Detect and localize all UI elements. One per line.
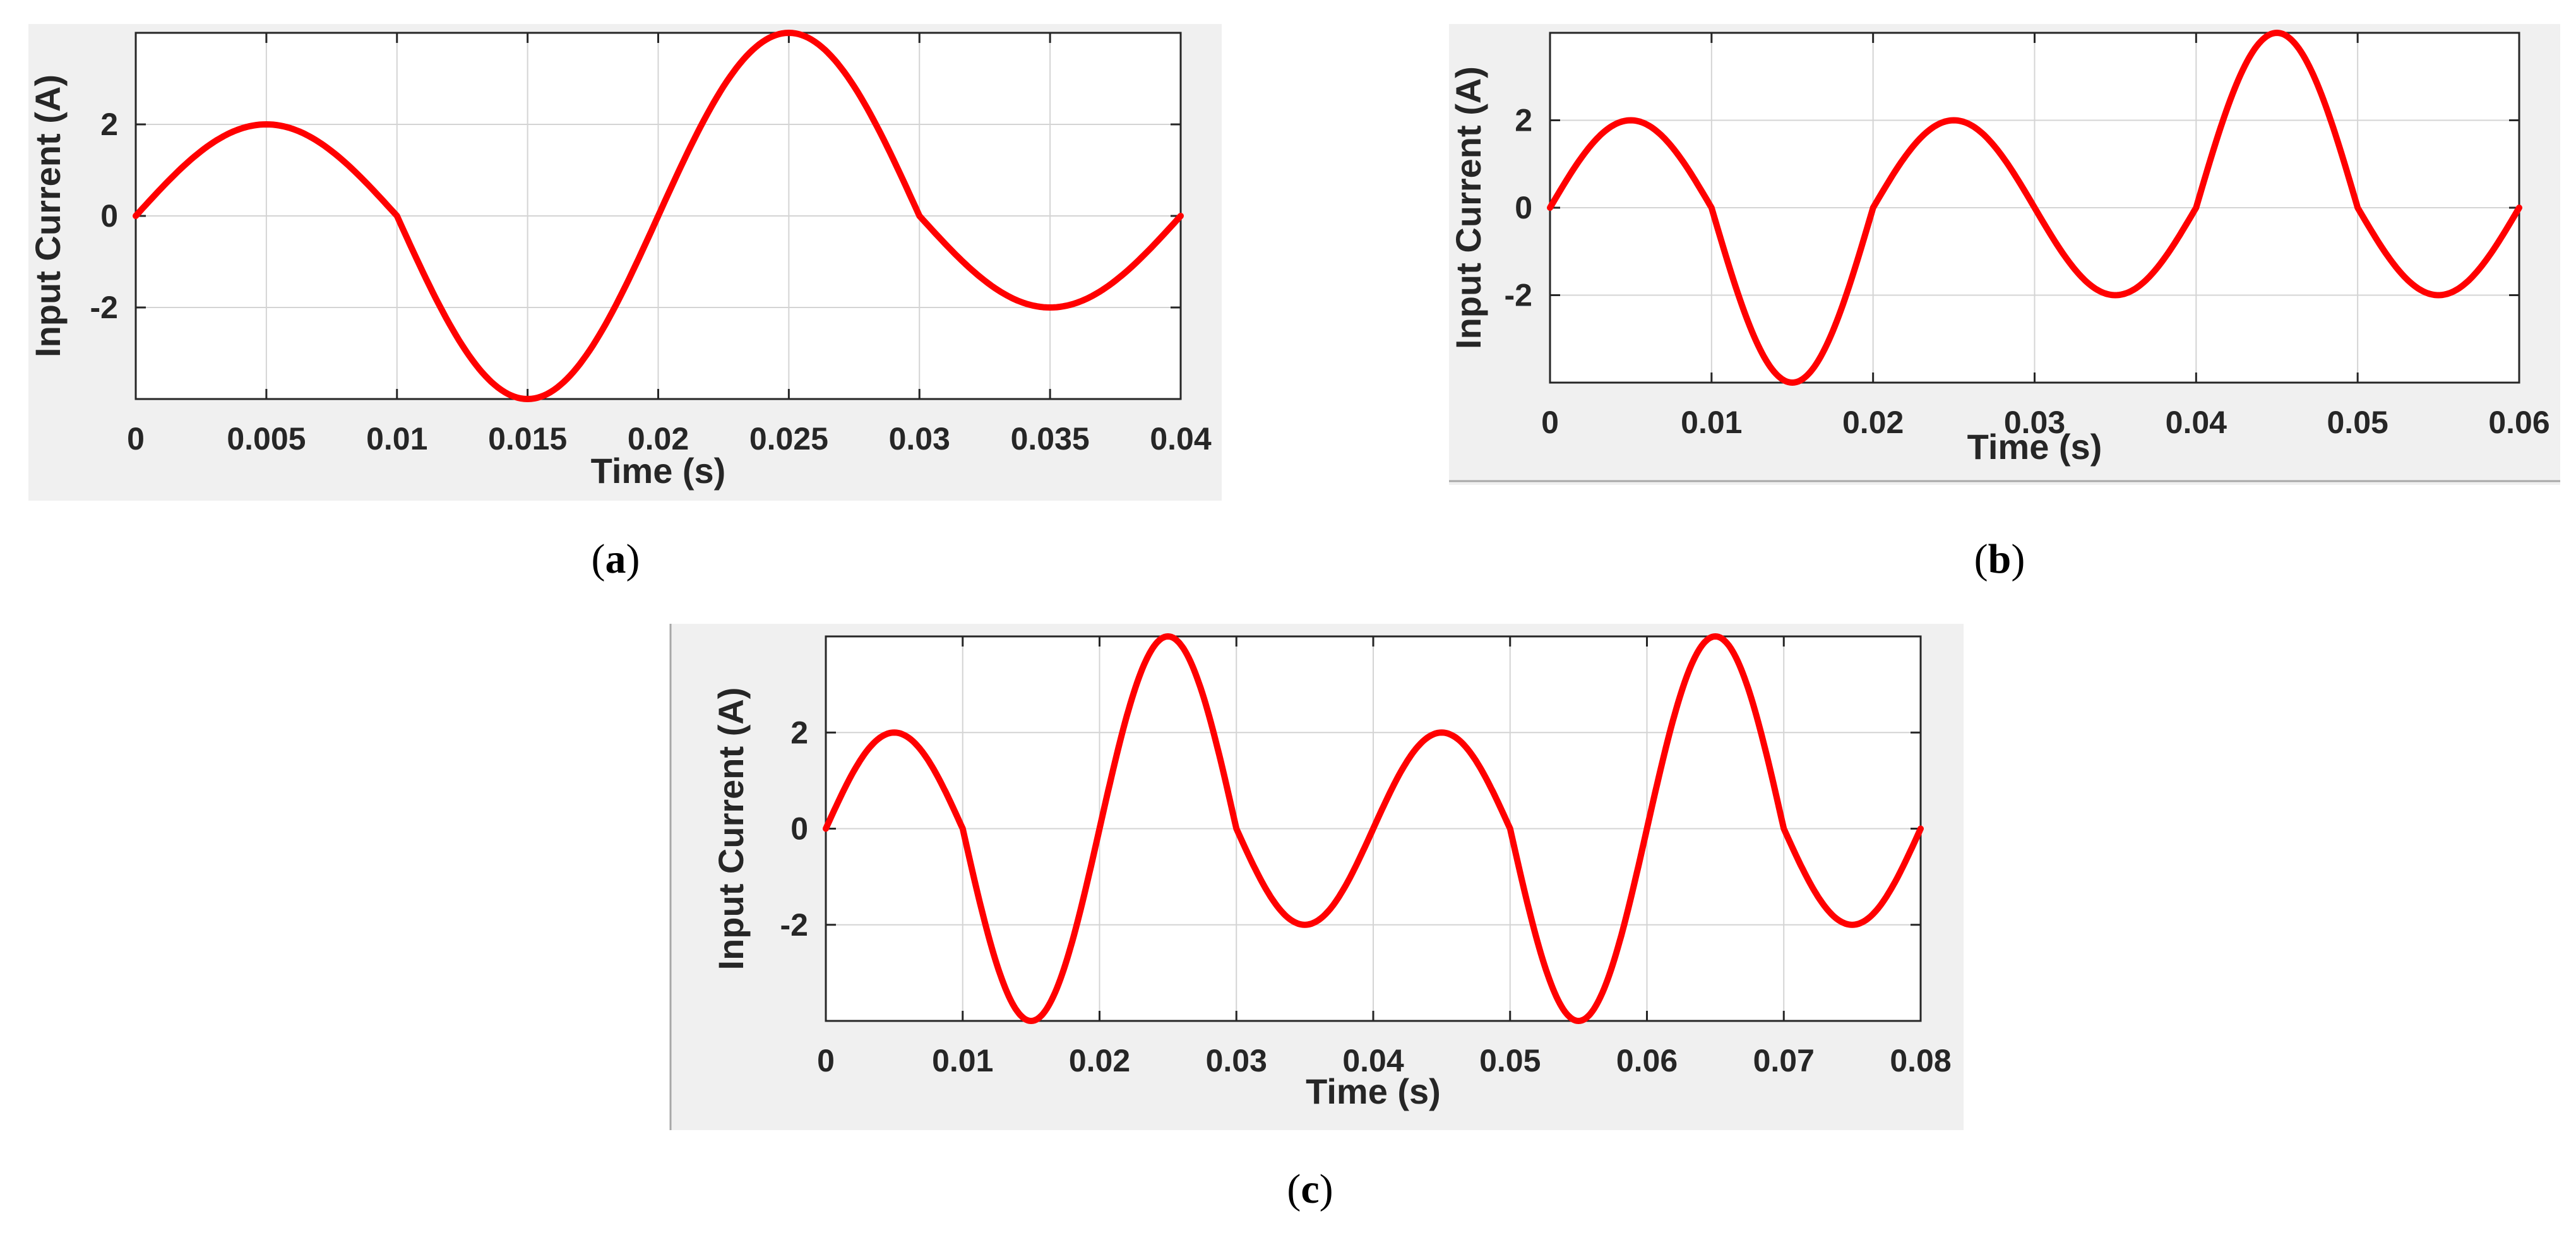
x-tick-label: 0.01 (366, 421, 427, 456)
x-tick-label: 0 (1541, 405, 1559, 440)
x-tick-label: 0.01 (932, 1043, 993, 1078)
x-tick-label: 0.03 (2004, 405, 2065, 440)
caption-paren: ) (2011, 536, 2025, 582)
caption-paren: ( (592, 536, 605, 582)
x-axis-label: Time (s) (1967, 427, 2102, 467)
x-tick-label: 0.03 (1206, 1043, 1267, 1078)
x-tick-label: 0.04 (1150, 421, 1212, 456)
series-line-input-current (823, 633, 1924, 1024)
y-tick-label: 2 (790, 715, 808, 750)
y-axis-label: Input Current (A) (28, 75, 68, 357)
x-axis-label: Time (s) (1306, 1071, 1441, 1111)
x-tick-label: 0.015 (488, 421, 567, 456)
panel-c: 0 0.01 0.02 0.03 0.04 0.05 0.06 0.07 0.08 -2 0 2 Tim… (669, 624, 1964, 1212)
y-tick-label: -2 (90, 290, 118, 325)
x-tick-label: 0.02 (628, 421, 689, 456)
x-tick-label: 0.04 (1342, 1043, 1404, 1078)
x-axis-label: Time (s) (591, 451, 726, 491)
x-tick-label: 0.07 (1753, 1043, 1815, 1078)
x-tick-label: 0.08 (1890, 1043, 1951, 1078)
panel-caption: (b) (1974, 536, 2025, 582)
y-axis-label: Input Current (A) (711, 688, 751, 970)
x-tick-label: 0.03 (889, 421, 950, 456)
panel-a: 0 0.005 0.01 0.015 0.02 0.025 0.03 0.035 0.04 -2 0… (28, 24, 1222, 582)
caption-letter: a (605, 536, 626, 582)
x-tick-label: 0.005 (227, 421, 306, 456)
x-tick-label: 0.02 (1069, 1043, 1130, 1078)
x-tick-label: 0.01 (1681, 405, 1742, 440)
y-tick-label: 0 (790, 811, 808, 847)
y-axis-label: Input Current (A) (1448, 66, 1488, 349)
x-tick-label: 0.02 (1842, 405, 1904, 440)
caption-paren: ( (1287, 1166, 1301, 1212)
x-tick-label: 0.06 (2488, 405, 2549, 440)
x-tick-label: 0.04 (2166, 405, 2227, 440)
y-tick-label: -2 (780, 907, 808, 943)
x-tick-label: 0.025 (749, 421, 828, 456)
caption-paren: ) (626, 536, 640, 582)
panel-b: 0 0.01 0.02 0.03 0.04 0.05 0.06 -2 0 2 Time (s) Inp… (1448, 24, 2560, 582)
caption-letter: c (1301, 1166, 1319, 1212)
x-tick-label: 0.035 (1011, 421, 1090, 456)
x-tick-label: 0 (127, 421, 145, 456)
caption-letter: b (1988, 536, 2012, 582)
panel-caption: (a) (592, 536, 640, 582)
y-tick-label: -2 (1505, 278, 1532, 313)
panel-caption: (c) (1287, 1166, 1333, 1212)
x-tick-label: 0.05 (1479, 1043, 1541, 1078)
series-line-input-current (133, 30, 1184, 402)
y-tick-label: 2 (1515, 103, 1532, 138)
series-line-input-current (1547, 30, 2522, 386)
caption-paren: ( (1974, 536, 1988, 582)
x-tick-label: 0.05 (2327, 405, 2388, 440)
y-tick-label: 2 (100, 107, 118, 142)
y-tick-label: 0 (1515, 190, 1532, 225)
x-tick-label: 0.06 (1616, 1043, 1678, 1078)
x-tick-label: 0 (817, 1043, 835, 1078)
caption-paren: ) (1320, 1166, 1333, 1212)
y-tick-label: 0 (100, 198, 118, 234)
